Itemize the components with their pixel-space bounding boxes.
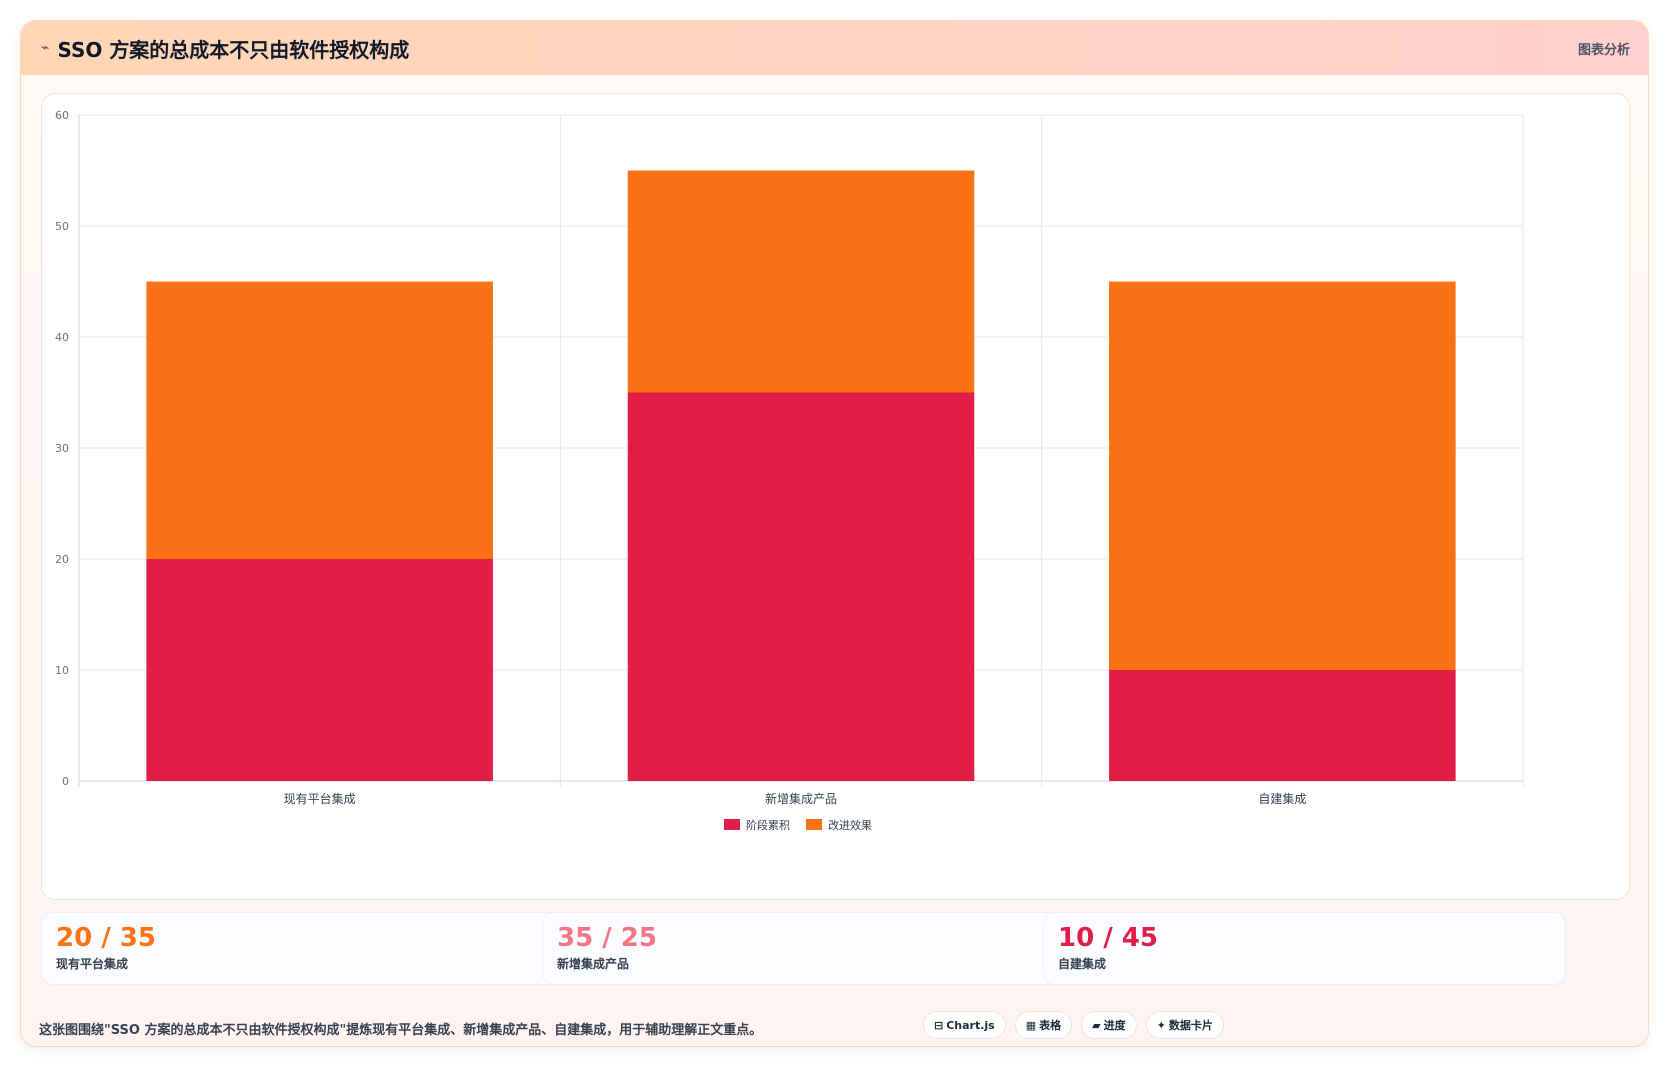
chart-icon: ⊟ <box>934 1018 944 1032</box>
chart-analysis-link[interactable]: 图表分析 <box>1577 42 1630 58</box>
table-icon: ▦ <box>1025 1018 1037 1032</box>
stat-value: 20 / 35 <box>56 923 156 953</box>
chip-data-card[interactable]: ✦ 数据卡片 <box>1145 1011 1224 1039</box>
y-tick-label: 50 <box>55 220 69 233</box>
y-tick-label: 30 <box>55 442 69 455</box>
legend-swatch <box>724 819 740 830</box>
chart-caption: 这张图围绕"SSO 方案的总成本不只由软件授权构成"提炼现有平台集成、新增集成产… <box>39 1023 763 1038</box>
progress-icon: ▰ <box>1092 1018 1101 1032</box>
bar-segment <box>627 392 975 781</box>
y-tick-label: 0 <box>62 775 69 788</box>
stat-card: 20 / 35 现有平台集成 <box>41 912 564 985</box>
y-tick-label: 60 <box>55 109 69 122</box>
legend-swatch <box>806 819 822 830</box>
card-header: ⌁ SSO 方案的总成本不只由软件授权构成 图表分析 <box>21 21 1648 75</box>
chart-card: ⌁ SSO 方案的总成本不只由软件授权构成 图表分析 0 10 20 30 40 50 60… <box>20 20 1649 1047</box>
lightning-icon: ⌁ <box>41 40 50 56</box>
stat-card: 35 / 25 新增集成产品 <box>542 912 1065 985</box>
sparkle-icon: ✦ <box>1156 1018 1166 1032</box>
stat-label: 现有平台集成 <box>56 957 129 971</box>
chip-list: ⊟ Chart.js ▦ 表格 ▰ 进度 ✦ 数据卡片 <box>923 1011 1224 1039</box>
y-tick-label: 10 <box>55 664 69 677</box>
page-title: SSO 方案的总成本不只由软件授权构成 <box>57 37 410 62</box>
x-tick-label: 现有平台集成 <box>284 791 356 806</box>
chip-progress[interactable]: ▰ 进度 <box>1081 1011 1137 1039</box>
stat-value: 35 / 25 <box>557 923 657 953</box>
legend-label: 改进效果 <box>828 818 872 832</box>
stat-value: 10 / 45 <box>1058 923 1158 953</box>
title-wrap: ⌁ SSO 方案的总成本不只由软件授权构成 <box>41 34 409 63</box>
chip-table[interactable]: ▦ 表格 <box>1014 1011 1073 1039</box>
chip-label: 表格 <box>1039 1019 1062 1032</box>
chip-label: Chart.js <box>946 1018 995 1032</box>
bar-segment <box>1109 670 1456 781</box>
chip-label: 数据卡片 <box>1168 1019 1213 1032</box>
bar-segment <box>627 170 975 393</box>
bar-segment <box>1109 281 1456 670</box>
stat-cards: 20 / 35 现有平台集成 35 / 25 新增集成产品 10 / 45 自建… <box>41 912 1630 985</box>
y-tick-label: 20 <box>55 553 69 566</box>
bar-segment <box>146 281 493 559</box>
stat-label: 自建集成 <box>1058 957 1107 971</box>
y-tick-label: 40 <box>55 331 69 344</box>
stat-label: 新增集成产品 <box>557 957 630 971</box>
stat-card: 10 / 45 自建集成 <box>1043 912 1566 985</box>
chart-panel: 0 10 20 30 40 50 60 现有平台集成 新增集成产品 自建集成阶段累积 改进效果 <box>41 93 1630 900</box>
legend-label: 阶段累积 <box>746 818 790 832</box>
x-tick-label: 自建集成 <box>1258 791 1306 806</box>
chip-label: 进度 <box>1103 1019 1126 1032</box>
x-tick-label: 新增集成产品 <box>765 791 837 806</box>
bar-segment <box>146 559 493 781</box>
chip-chartjs[interactable]: ⊟ Chart.js <box>923 1011 1006 1039</box>
